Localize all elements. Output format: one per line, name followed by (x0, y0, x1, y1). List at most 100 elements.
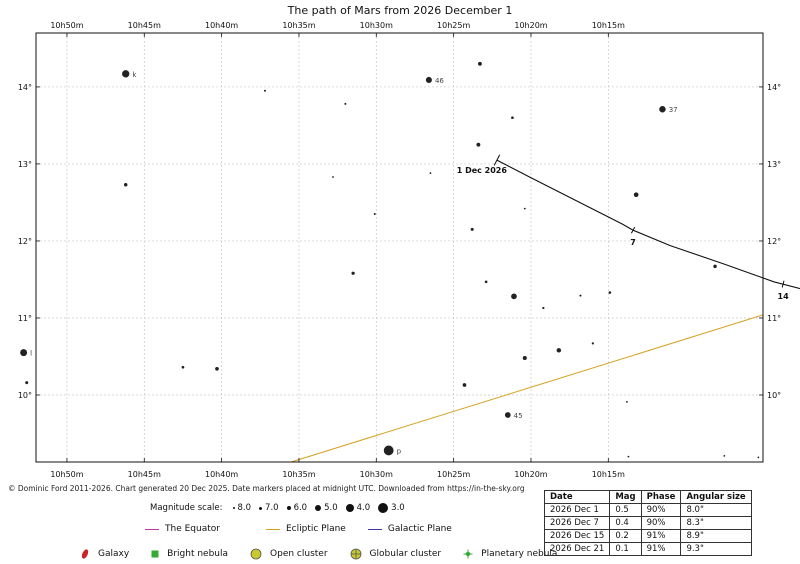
magnitude-dot (345, 504, 354, 512)
ecliptic-segment (291, 314, 764, 463)
star (332, 176, 334, 178)
planetary-nebula-icon (463, 549, 473, 559)
table-row: 2026 Dec 1 0.5 90% 8.0" (543, 503, 752, 517)
legend-open-cluster-label: Open cluster (270, 549, 328, 559)
star-label: k (132, 71, 137, 79)
star (462, 383, 467, 387)
legend-galactic-label: Galactic Plane (387, 524, 452, 534)
star (484, 280, 488, 284)
magnitude-scale: Magnitude scale: 8.0 7.0 6.0 5.0 4.0 3.0 (150, 500, 413, 516)
x-tick-label-top: 10h45m (128, 21, 161, 30)
star-label: 37 (669, 106, 678, 114)
axis-labels: 10h15m 10h15m 10h20m 10h20m 10h25m 10h25m 10h3… (18, 21, 781, 479)
star (723, 454, 726, 457)
galactic-swatch (367, 528, 382, 530)
star-label: 46 (435, 77, 444, 85)
x-tick-label-bottom: 10h50m (50, 470, 83, 479)
magnitude-dot (232, 507, 235, 509)
star (476, 142, 481, 147)
star-label: p (397, 447, 402, 455)
y-tick-label-left: 14° (18, 83, 32, 92)
magnitude-value: 3.0 (391, 503, 405, 513)
bright-nebula-icon (151, 550, 159, 558)
x-tick-label-top: 10h40m (205, 21, 238, 30)
star-label: l (30, 350, 32, 358)
ecliptic-line (291, 314, 764, 463)
star (425, 76, 432, 84)
cell-date: 2026 Dec 1 (543, 503, 611, 517)
y-tick-label-left: 11° (18, 314, 32, 323)
y-tick-label-left: 10° (18, 391, 32, 400)
star (344, 102, 347, 105)
legend-globular-cluster-label: Globular cluster (369, 549, 442, 559)
magnitude-scale-item: 4.0 (345, 503, 370, 513)
object-legend: Galaxy Bright nebula Open cluster Globul… (80, 548, 579, 560)
star (215, 366, 219, 371)
date-marker-label: 7 (630, 238, 636, 247)
cell-mag: 0.5 (609, 503, 642, 517)
date-tick (493, 154, 501, 166)
galaxy-icon (81, 549, 89, 559)
star (608, 291, 612, 294)
magnitude-value: 6.0 (293, 503, 308, 513)
magnitude-scale-item: 5.0 (315, 503, 338, 513)
x-tick-label-top: 10h35m (282, 21, 315, 30)
magnitude-scale-label: Magnitude scale: (150, 503, 223, 513)
star (504, 412, 511, 418)
credit-text: © Dominic Ford 2011-2026. Chart generate… (8, 484, 525, 493)
y-tick-label-right: 11° (767, 314, 781, 323)
open-cluster-icon (250, 548, 262, 560)
x-tick-label-bottom: 10h30m (360, 470, 393, 479)
legend-ecliptic-label: Ecliptic Plane (285, 524, 346, 534)
star (25, 381, 29, 385)
star (511, 293, 517, 300)
ecliptic-swatch (265, 528, 280, 530)
date-marker-label: 14 (778, 292, 790, 301)
star (523, 207, 526, 210)
magnitude-value: 8.0 (237, 503, 252, 513)
star-label: 45 (514, 412, 523, 420)
star (757, 456, 760, 459)
x-tick-label-top: 10h50m (50, 21, 83, 30)
x-tick-label-bottom: 10h15m (592, 470, 625, 479)
equator-swatch (145, 528, 159, 530)
legend-equator-label: The Equator (165, 524, 220, 534)
cell-phase: 91% (640, 529, 682, 543)
star (659, 105, 666, 113)
y-tick-label-right: 12° (767, 237, 781, 246)
grid-lines (36, 33, 763, 462)
magnitude-value: 5.0 (324, 503, 338, 513)
star (627, 455, 630, 458)
star (633, 192, 639, 198)
star (579, 294, 582, 297)
y-tick-label-left: 12° (18, 237, 32, 246)
y-tick-label-right: 13° (767, 160, 781, 169)
star (477, 61, 482, 66)
magnitude-value: 7.0 (265, 503, 279, 513)
star (383, 445, 394, 456)
star (591, 342, 594, 345)
globular-cluster-icon (350, 548, 361, 560)
legend-galaxy: Galaxy (80, 548, 129, 560)
star (542, 306, 545, 310)
date-marker-label: 1 Dec 2026 (457, 166, 508, 175)
x-tick-label-bottom: 10h35m (282, 470, 315, 479)
chart-title: The path of Mars from 2026 December 1 (287, 4, 513, 17)
cell-angular-size: 8.3" (680, 516, 752, 530)
legend-galactic: Galactic Plane (367, 524, 452, 534)
legend-globular-cluster: Globular cluster (350, 548, 442, 560)
legend-planetary-nebula: Planetary nebula (463, 549, 557, 559)
table-row: 2026 Dec 21 0.1 91% 9.3" (543, 542, 752, 556)
cell-phase: 91% (640, 542, 682, 556)
star (511, 116, 514, 120)
star (351, 271, 355, 275)
ephemeris-table: Date Mag Phase Angular size 2026 Dec 1 0… (543, 490, 752, 556)
x-tick-label-bottom: 10h25m (437, 470, 470, 479)
date-tick (781, 280, 785, 288)
cell-phase: 90% (640, 516, 682, 530)
legend-equator: The Equator (145, 524, 220, 534)
path-line (496, 159, 800, 290)
star (263, 89, 266, 92)
legend-ecliptic: Ecliptic Plane (265, 524, 346, 534)
